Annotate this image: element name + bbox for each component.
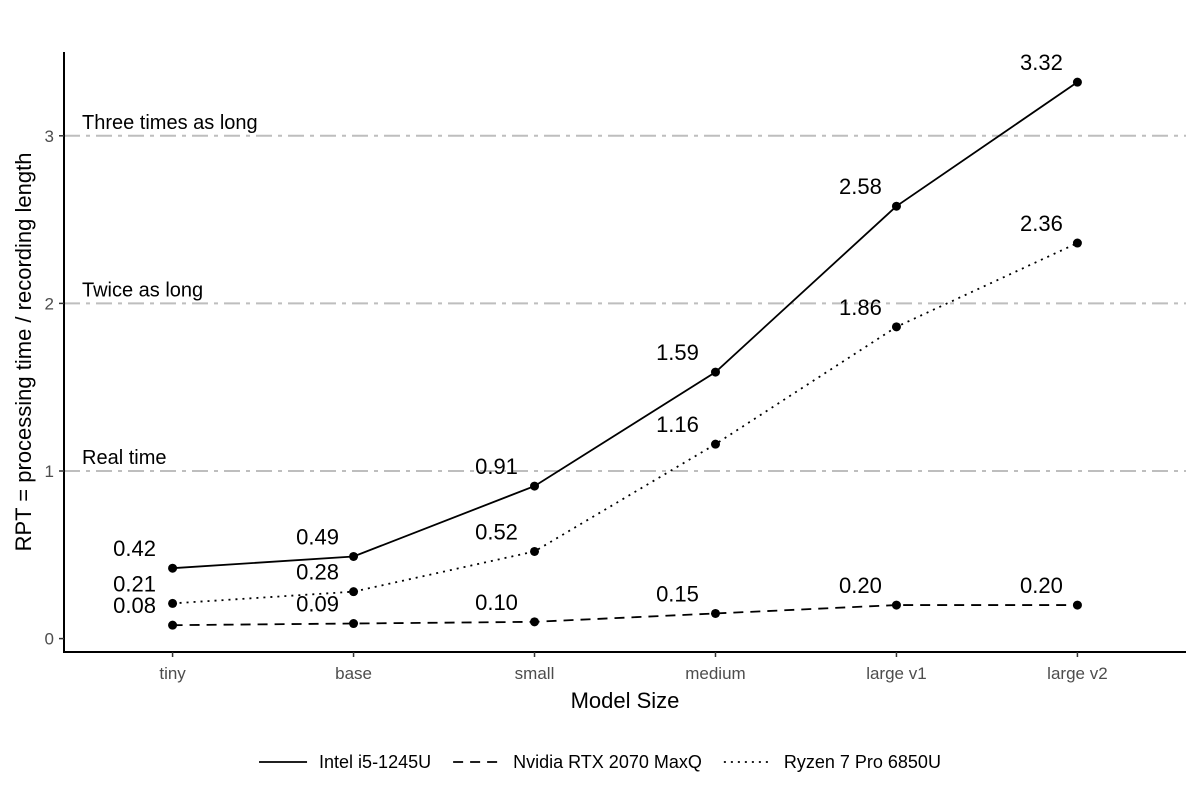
data-point-ryzen-7-pro-6850u bbox=[349, 587, 359, 597]
data-label-ryzen-7-pro-6850u: 0.21 bbox=[113, 571, 156, 596]
data-point-ryzen-7-pro-6850u bbox=[530, 546, 540, 556]
series-layer bbox=[168, 77, 1082, 630]
reference-lines: Real time Twice as long Three times as lon… bbox=[64, 112, 1186, 472]
data-label-ryzen-7-pro-6850u: 0.52 bbox=[475, 519, 518, 544]
data-label-nvidia-rtx-2070-maxq: 0.20 bbox=[1020, 573, 1063, 598]
y-tick-label: 2 bbox=[45, 294, 54, 313]
legend: Intel i5-1245U Nvidia RTX 2070 MaxQ Ryzen … bbox=[259, 752, 941, 772]
data-point-nvidia-rtx-2070-maxq bbox=[1072, 600, 1082, 610]
data-point-ryzen-7-pro-6850u bbox=[1072, 238, 1082, 248]
y-axis-title: RPT = processing time / recording length bbox=[11, 153, 36, 552]
data-label-nvidia-rtx-2070-maxq: 0.09 bbox=[296, 592, 339, 617]
data-point-nvidia-rtx-2070-maxq bbox=[168, 620, 178, 630]
data-point-nvidia-rtx-2070-maxq bbox=[530, 617, 540, 627]
axes bbox=[63, 52, 1186, 653]
y-ticks: 0 1 2 3 bbox=[45, 127, 64, 649]
data-point-nvidia-rtx-2070-maxq bbox=[710, 608, 720, 618]
series-line-intel-i5-1245u bbox=[172, 81, 1078, 570]
x-axis-title: Model Size bbox=[571, 688, 680, 713]
x-tick-label: tiny bbox=[159, 664, 186, 683]
data-point-ryzen-7-pro-6850u bbox=[891, 322, 901, 332]
series-line-ryzen-7-pro-6850u bbox=[172, 242, 1078, 605]
data-point-intel-i5-1245u bbox=[891, 201, 901, 211]
data-label-nvidia-rtx-2070-maxq: 0.15 bbox=[656, 581, 699, 606]
data-label-intel-i5-1245u: 2.58 bbox=[839, 174, 882, 199]
series-line-nvidia-rtx-2070-maxq bbox=[172, 604, 1078, 627]
data-label-intel-i5-1245u: 0.42 bbox=[113, 536, 156, 561]
legend-label-ryzen-7-pro-6850u: Ryzen 7 Pro 6850U bbox=[784, 752, 941, 772]
data-label-nvidia-rtx-2070-maxq: 0.08 bbox=[113, 593, 156, 618]
data-label-ryzen-7-pro-6850u: 2.36 bbox=[1020, 211, 1063, 236]
x-ticks: tiny base small medium large v1 large v2 bbox=[159, 652, 1108, 683]
data-point-ryzen-7-pro-6850u bbox=[168, 598, 178, 608]
reference-label-twice-as-long: Twice as long bbox=[82, 279, 203, 301]
data-point-intel-i5-1245u bbox=[349, 551, 359, 561]
x-tick-label: large v1 bbox=[866, 664, 926, 683]
data-point-intel-i5-1245u bbox=[530, 481, 540, 491]
x-tick-label: base bbox=[335, 664, 372, 683]
data-label-intel-i5-1245u: 0.49 bbox=[296, 524, 339, 549]
x-tick-label: medium bbox=[685, 664, 745, 683]
data-point-nvidia-rtx-2070-maxq bbox=[349, 619, 359, 629]
y-tick-label: 3 bbox=[45, 127, 54, 146]
reference-label-three-times-as-long: Three times as long bbox=[82, 112, 258, 134]
data-point-intel-i5-1245u bbox=[710, 367, 720, 377]
x-tick-label: large v2 bbox=[1047, 664, 1107, 683]
data-label-nvidia-rtx-2070-maxq: 0.20 bbox=[839, 573, 882, 598]
data-point-ryzen-7-pro-6850u bbox=[710, 439, 720, 449]
data-label-ryzen-7-pro-6850u: 1.86 bbox=[839, 295, 882, 320]
data-labels: 0.42 0.49 0.91 1.59 2.58 3.32 0.08 0.09 0.10 0.15… bbox=[113, 50, 1063, 618]
data-label-ryzen-7-pro-6850u: 1.16 bbox=[656, 412, 699, 437]
data-label-nvidia-rtx-2070-maxq: 0.10 bbox=[475, 590, 518, 615]
legend-label-nvidia-rtx-2070-maxq: Nvidia RTX 2070 MaxQ bbox=[513, 752, 702, 772]
data-point-intel-i5-1245u bbox=[1072, 77, 1082, 87]
x-tick-label: small bbox=[515, 664, 555, 683]
data-label-ryzen-7-pro-6850u: 0.28 bbox=[296, 560, 339, 585]
reference-label-real-time: Real time bbox=[82, 447, 166, 469]
data-label-intel-i5-1245u: 3.32 bbox=[1020, 50, 1063, 75]
data-point-nvidia-rtx-2070-maxq bbox=[891, 600, 901, 610]
y-tick-label: 1 bbox=[45, 462, 54, 481]
data-point-intel-i5-1245u bbox=[168, 563, 178, 573]
legend-label-intel-i5-1245u: Intel i5-1245U bbox=[319, 752, 431, 772]
data-label-intel-i5-1245u: 1.59 bbox=[656, 340, 699, 365]
data-label-intel-i5-1245u: 0.91 bbox=[475, 454, 518, 479]
y-tick-label: 0 bbox=[45, 630, 54, 649]
